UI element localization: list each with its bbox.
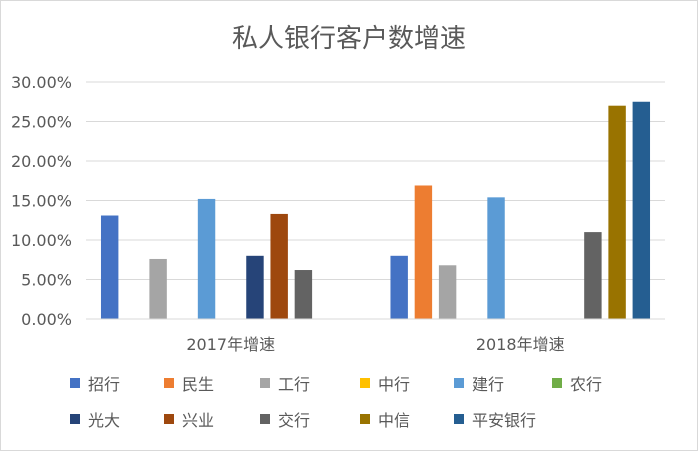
y-axis-ticks: 0.00% 5.00% 10.00% 15.00% 20.00% 25.00% 30.00% — [11, 73, 72, 329]
legend-item: 交行 — [260, 408, 310, 430]
legend-swatch — [360, 378, 370, 388]
legend-item: 兴业 — [164, 408, 214, 430]
legend-item: 光大 — [70, 408, 120, 430]
legend-swatch — [454, 378, 464, 388]
bar-工行-2018年增速 — [438, 265, 457, 319]
bar-招行-2018年增速 — [390, 255, 408, 319]
chart-title: 私人银行客户数增速 — [231, 24, 466, 54]
legend-swatch — [552, 378, 562, 388]
y-tick-label: 10.00% — [11, 231, 72, 250]
y-tick-label: 25.00% — [11, 113, 72, 132]
bar-建行-2017年增速 — [197, 198, 216, 319]
bar-光大-2017年增速 — [246, 255, 264, 319]
y-tick-label: 20.00% — [11, 152, 72, 171]
legend-label: 兴业 — [182, 411, 215, 430]
bar-工行-2017年增速 — [149, 258, 167, 319]
x-axis-ticks: 2017年增速 2018年增速 — [186, 335, 564, 354]
gridlines — [86, 81, 665, 280]
legend-swatch — [70, 414, 80, 424]
legend-swatch — [360, 414, 370, 424]
x-tick-label: 2017年增速 — [186, 335, 275, 354]
legend-item: 中行 — [360, 372, 410, 394]
bar-民生-2018年增速 — [414, 185, 433, 319]
y-tick-label: 5.00% — [21, 271, 72, 290]
legend-label: 平安银行 — [472, 411, 537, 430]
bar-交行-2018年增速 — [584, 232, 602, 319]
bar-建行-2018年增速 — [487, 197, 505, 319]
y-tick-label: 30.00% — [11, 73, 72, 92]
legend-swatch — [164, 414, 174, 424]
bars — [100, 101, 651, 319]
legend-swatch — [164, 378, 174, 388]
legend-label: 中行 — [378, 375, 411, 394]
legend-item: 招行 — [70, 372, 120, 394]
legend-swatch — [454, 414, 464, 424]
legend-label: 建行 — [472, 375, 505, 394]
y-tick-label: 0.00% — [21, 310, 72, 329]
legend-item: 工行 — [260, 372, 310, 394]
legend-swatch — [260, 414, 270, 424]
legend-swatch — [260, 378, 270, 388]
legend-label: 中信 — [378, 411, 411, 430]
y-tick-label: 15.00% — [11, 192, 72, 211]
bar-平安银行-2018年增速 — [632, 101, 651, 319]
legend-label: 工行 — [278, 375, 311, 394]
bar-中信-2018年增速 — [608, 105, 626, 319]
x-tick-label: 2018年增速 — [476, 335, 565, 354]
legend-item: 农行 — [552, 372, 602, 394]
legend-label: 民生 — [182, 375, 215, 394]
legend-label: 农行 — [570, 375, 603, 394]
bar-兴业-2017年增速 — [270, 213, 288, 319]
legend-item: 平安银行 — [454, 408, 536, 430]
legend-item: 中信 — [360, 408, 410, 430]
bar-招行-2017年增速 — [100, 215, 119, 319]
legend-label: 招行 — [88, 375, 121, 394]
bar-交行-2017年增速 — [294, 270, 313, 319]
legend-label: 光大 — [88, 411, 121, 430]
legend-item: 建行 — [454, 372, 504, 394]
legend-item: 民生 — [164, 372, 214, 394]
legend-label: 交行 — [278, 411, 311, 430]
legend-swatch — [70, 378, 80, 388]
